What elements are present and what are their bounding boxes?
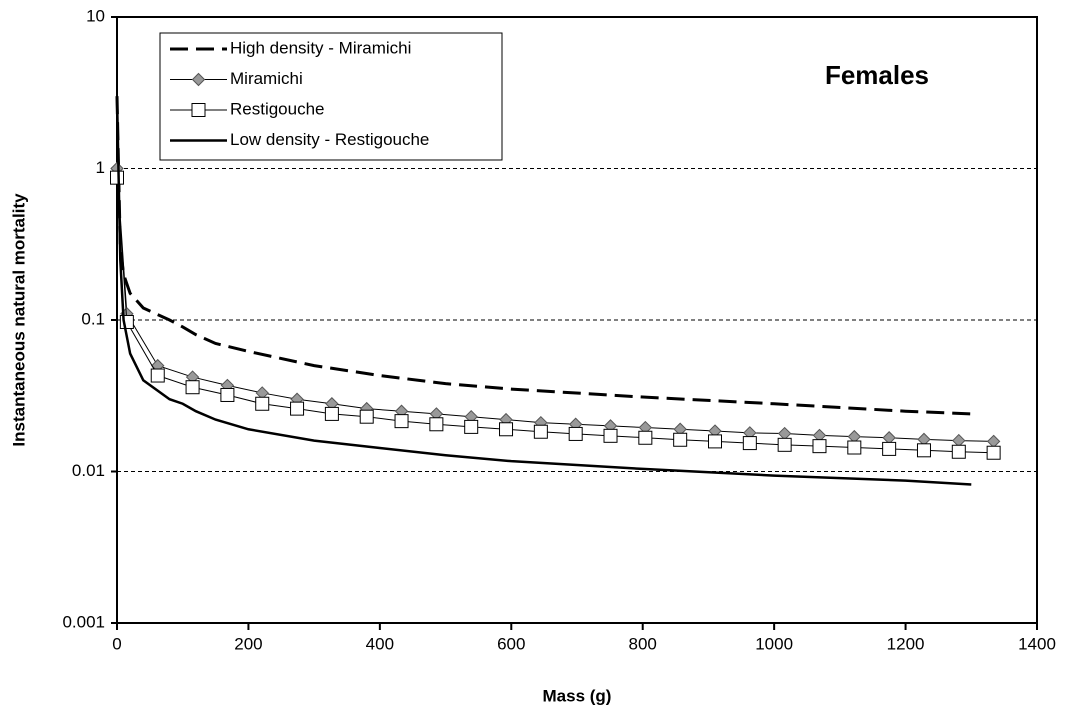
- y-tick-label: 1: [96, 158, 105, 177]
- data-point: [916, 443, 931, 458]
- data-point: [951, 444, 966, 459]
- series-line: [115, 96, 972, 416]
- legend-marker: [191, 72, 206, 87]
- data-point: [533, 424, 548, 439]
- x-tick-label: 800: [629, 634, 657, 653]
- y-tick-label: 0.01: [72, 461, 105, 480]
- legend-marker: [191, 103, 206, 117]
- x-axis-label: Mass (g): [543, 686, 612, 705]
- data-point: [603, 428, 618, 443]
- y-axis-label: Instantaneous natural mortality: [9, 193, 28, 447]
- data-point: [777, 426, 792, 441]
- x-tick-label: 1400: [1018, 634, 1056, 653]
- data-point: [150, 368, 165, 383]
- data-point: [568, 426, 583, 441]
- y-tick-label: 0.001: [62, 612, 105, 631]
- data-point: [499, 422, 514, 437]
- x-tick-label: 600: [497, 634, 525, 653]
- data-point: [220, 387, 235, 402]
- data-point: [673, 432, 688, 447]
- x-tick-label: 1000: [755, 634, 793, 653]
- chart-title: Females: [825, 60, 929, 90]
- data-point: [777, 437, 792, 452]
- x-tick-label: 0: [112, 634, 121, 653]
- data-point: [742, 436, 757, 451]
- data-point: [638, 430, 653, 445]
- data-point: [708, 434, 722, 449]
- data-point: [324, 406, 339, 421]
- plot-frame: [116, 16, 1038, 624]
- data-point: [986, 445, 1001, 460]
- x-tick-label: 400: [366, 634, 394, 653]
- data-point: [464, 419, 479, 434]
- x-tick-label: 200: [234, 634, 262, 653]
- y-tick-label: 10: [86, 6, 105, 25]
- series-line: [115, 96, 972, 486]
- x-tick-label: 1200: [887, 634, 925, 653]
- data-point: [847, 440, 862, 455]
- data-point: [110, 170, 124, 185]
- data-point: [290, 401, 305, 416]
- legend-label: Miramichi: [230, 69, 303, 88]
- data-point: [255, 396, 270, 411]
- data-point: [359, 409, 374, 424]
- legend-label: Restigouche: [230, 99, 325, 118]
- data-point: [185, 380, 200, 395]
- data-point: [882, 441, 897, 456]
- y-tick-label: 0.1: [81, 309, 105, 328]
- data-point: [986, 434, 1001, 449]
- series-line: [116, 177, 994, 454]
- data-point: [394, 414, 409, 429]
- legend-label: High density - Miramichi: [230, 38, 411, 57]
- legend-box: [159, 32, 503, 161]
- legend-label: Low density - Restigouche: [230, 130, 429, 149]
- data-point: [429, 417, 444, 432]
- data-point: [812, 439, 827, 454]
